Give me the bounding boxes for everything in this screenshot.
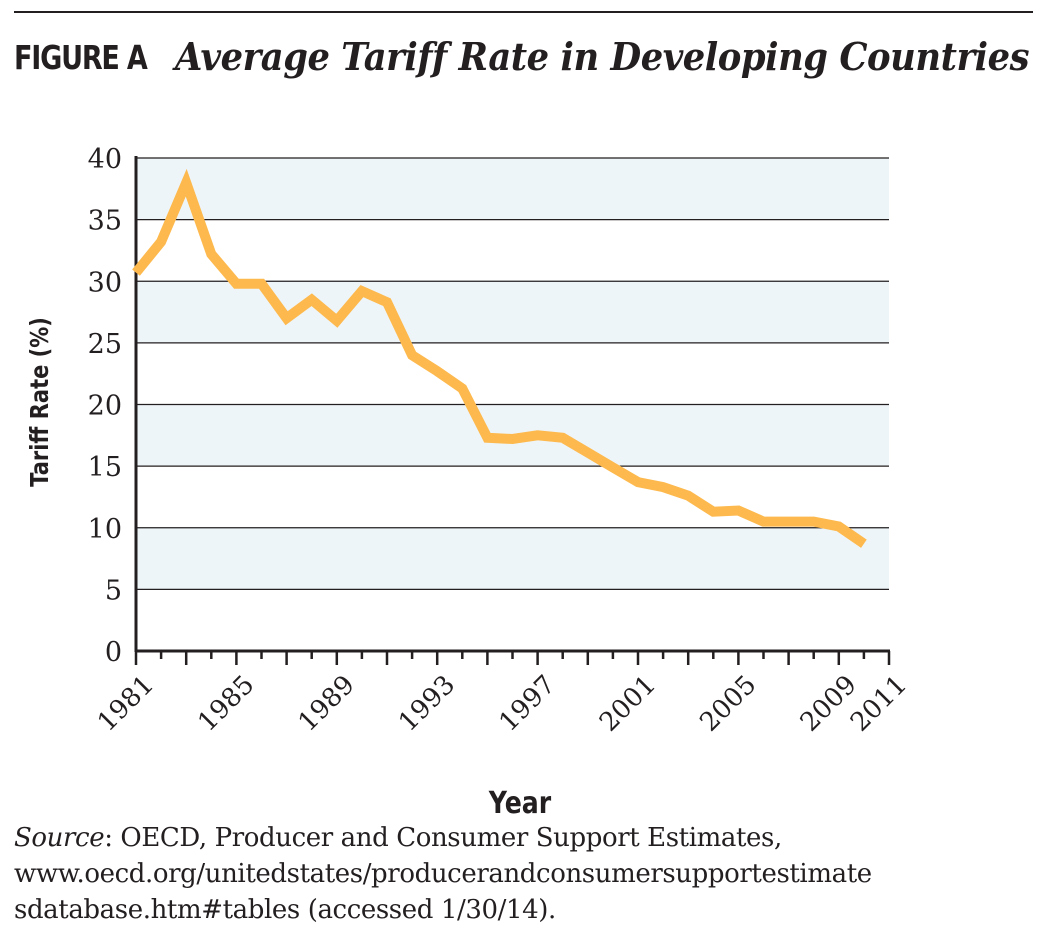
y-tick-label: 30 bbox=[88, 267, 122, 298]
y-tick-label: 35 bbox=[88, 206, 122, 237]
y-tick-label: 15 bbox=[88, 452, 122, 483]
y-tick-labels: 0 5 10 15 20 25 30 35 40 bbox=[88, 144, 122, 668]
source-line-3: sdatabase.htm#tables (accessed 1/30/14). bbox=[14, 895, 556, 925]
x-tick-label: 2009 bbox=[795, 670, 863, 738]
source-line-1: Source: OECD, Producer and Consumer Supp… bbox=[14, 820, 1039, 856]
y-tick-label: 25 bbox=[88, 329, 122, 360]
x-tick-label: 1989 bbox=[293, 670, 361, 738]
x-tick-label: 2001 bbox=[594, 670, 662, 738]
background-band bbox=[136, 281, 889, 343]
gridlines bbox=[136, 157, 889, 591]
source-text-1: : OECD, Producer and Consumer Support Es… bbox=[104, 823, 782, 853]
line-chart: 0 5 10 15 20 25 30 35 40 1981 1985 1989 1993 1997 200… bbox=[26, 144, 913, 820]
x-tick-label: 2005 bbox=[694, 670, 762, 738]
top-rule bbox=[14, 11, 1033, 13]
background-band bbox=[136, 158, 889, 220]
x-axis-label: Year bbox=[488, 785, 552, 820]
chart-title: Average Tariff Rate in Developing Countr… bbox=[175, 34, 1030, 79]
y-axis-label: Tariff Rate (%) bbox=[26, 317, 54, 487]
background-band bbox=[136, 527, 889, 590]
x-tick-label: 2011 bbox=[845, 670, 913, 738]
y-tick-label: 40 bbox=[88, 144, 122, 175]
source-label: Source bbox=[14, 823, 105, 853]
series-group bbox=[132, 168, 867, 548]
y-tick-label: 0 bbox=[105, 637, 122, 668]
x-tick-label: 1981 bbox=[92, 670, 160, 738]
figure-label: FIGURE A bbox=[14, 38, 148, 77]
y-tick-label: 10 bbox=[88, 514, 122, 545]
y-tick-label: 20 bbox=[88, 391, 122, 422]
source-line-2: www.oecd.org/unitedstates/producerandcon… bbox=[14, 859, 872, 889]
x-tick-label: 1997 bbox=[494, 670, 562, 738]
x-tick-label: 1985 bbox=[192, 670, 260, 738]
series-line bbox=[132, 168, 867, 548]
ticks bbox=[134, 651, 891, 665]
x-tick-label: 1993 bbox=[393, 670, 461, 738]
y-tick-label: 5 bbox=[105, 575, 122, 606]
source-note: Source: OECD, Producer and Consumer Supp… bbox=[14, 820, 1039, 928]
